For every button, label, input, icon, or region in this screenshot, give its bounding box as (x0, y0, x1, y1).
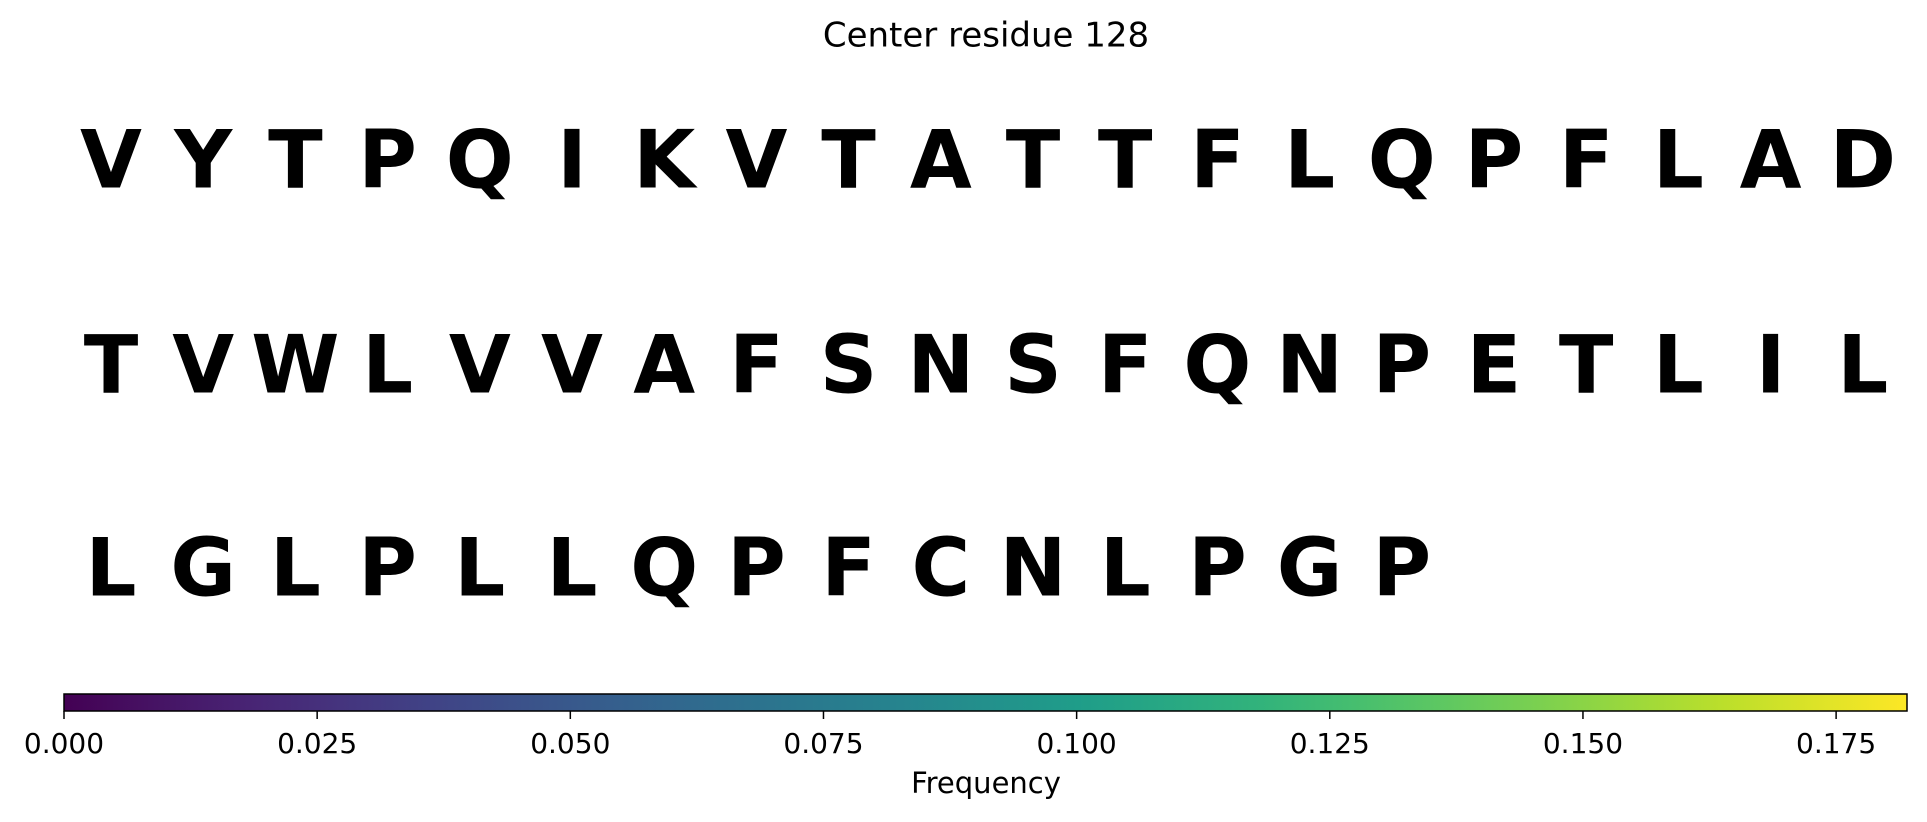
residue-letter: P (358, 114, 417, 207)
x-tick-label: 0.100 (1037, 727, 1117, 760)
x-tick-label: 0.075 (783, 727, 863, 760)
residue-letter: V (449, 319, 511, 412)
residue-letter: Y (173, 114, 233, 207)
residue-letter: L (1653, 114, 1704, 207)
residue-letter: Q (446, 114, 514, 207)
residue-letter: V (172, 319, 234, 412)
residue-letter: T (84, 319, 139, 412)
residue-letter: T (1098, 114, 1153, 207)
residue-letter: Q (630, 522, 698, 615)
residue-letter: K (633, 114, 698, 207)
x-tick-label: 0.175 (1796, 727, 1876, 760)
residue-letter: T (268, 114, 323, 207)
residue-letter: L (86, 522, 137, 615)
residue-letter: P (1372, 522, 1431, 615)
x-tick-label: 0.025 (277, 727, 357, 760)
residue-letter: C (911, 522, 970, 615)
residue-letter: L (1653, 319, 1704, 412)
residue-letter: P (1465, 114, 1524, 207)
chart-title: Center residue 128 (823, 16, 1149, 56)
residue-letter: F (1098, 319, 1153, 412)
residue-letter: L (1100, 522, 1151, 615)
residue-letter: P (727, 522, 786, 615)
residue-letter: L (547, 522, 598, 615)
residue-letter: T (1559, 319, 1614, 412)
residue-letter: G (1277, 522, 1343, 615)
residue-letter: L (270, 522, 321, 615)
residue-letter: N (1000, 522, 1067, 615)
residue-letter: P (358, 522, 417, 615)
x-tick-label: 0.125 (1290, 727, 1370, 760)
residue-letter: T (821, 114, 876, 207)
residue-letter: A (910, 114, 972, 207)
residue-letter: Q (1183, 319, 1251, 412)
residue-letter: V (541, 319, 603, 412)
residue-letter: T (1006, 114, 1061, 207)
residue-letter: W (251, 319, 339, 412)
residue-letter: E (1467, 319, 1522, 412)
residue-letter: N (907, 319, 974, 412)
residue-letter: S (820, 319, 878, 412)
residue-letter: D (1830, 114, 1896, 207)
x-tick-label: 0.150 (1543, 727, 1623, 760)
residue-letter: S (1004, 319, 1062, 412)
x-tick-label: 0.000 (24, 727, 104, 760)
x-axis-label: Frequency (911, 766, 1061, 800)
residue-letter: N (1276, 319, 1343, 412)
residue-letter: I (557, 114, 587, 207)
residue-letter: P (1372, 319, 1431, 412)
colorbar (63, 693, 1908, 712)
residue-letter: L (454, 522, 505, 615)
residue-letter: F (821, 522, 876, 615)
residue-letter: F (1190, 114, 1245, 207)
residue-letter: A (633, 319, 695, 412)
residue-letter: L (362, 319, 413, 412)
residue-letter: Q (1368, 114, 1436, 207)
residue-letter: P (1188, 522, 1247, 615)
residue-letter: F (729, 319, 784, 412)
residue-letter: V (80, 114, 142, 207)
residue-letter: A (1740, 114, 1802, 207)
residue-letter: V (725, 114, 787, 207)
residue-letter: G (170, 522, 236, 615)
residue-letter: F (1559, 114, 1614, 207)
x-tick-label: 0.050 (530, 727, 610, 760)
residue-letter: I (1756, 319, 1786, 412)
residue-letter: L (1284, 114, 1335, 207)
residue-letter: L (1837, 319, 1888, 412)
